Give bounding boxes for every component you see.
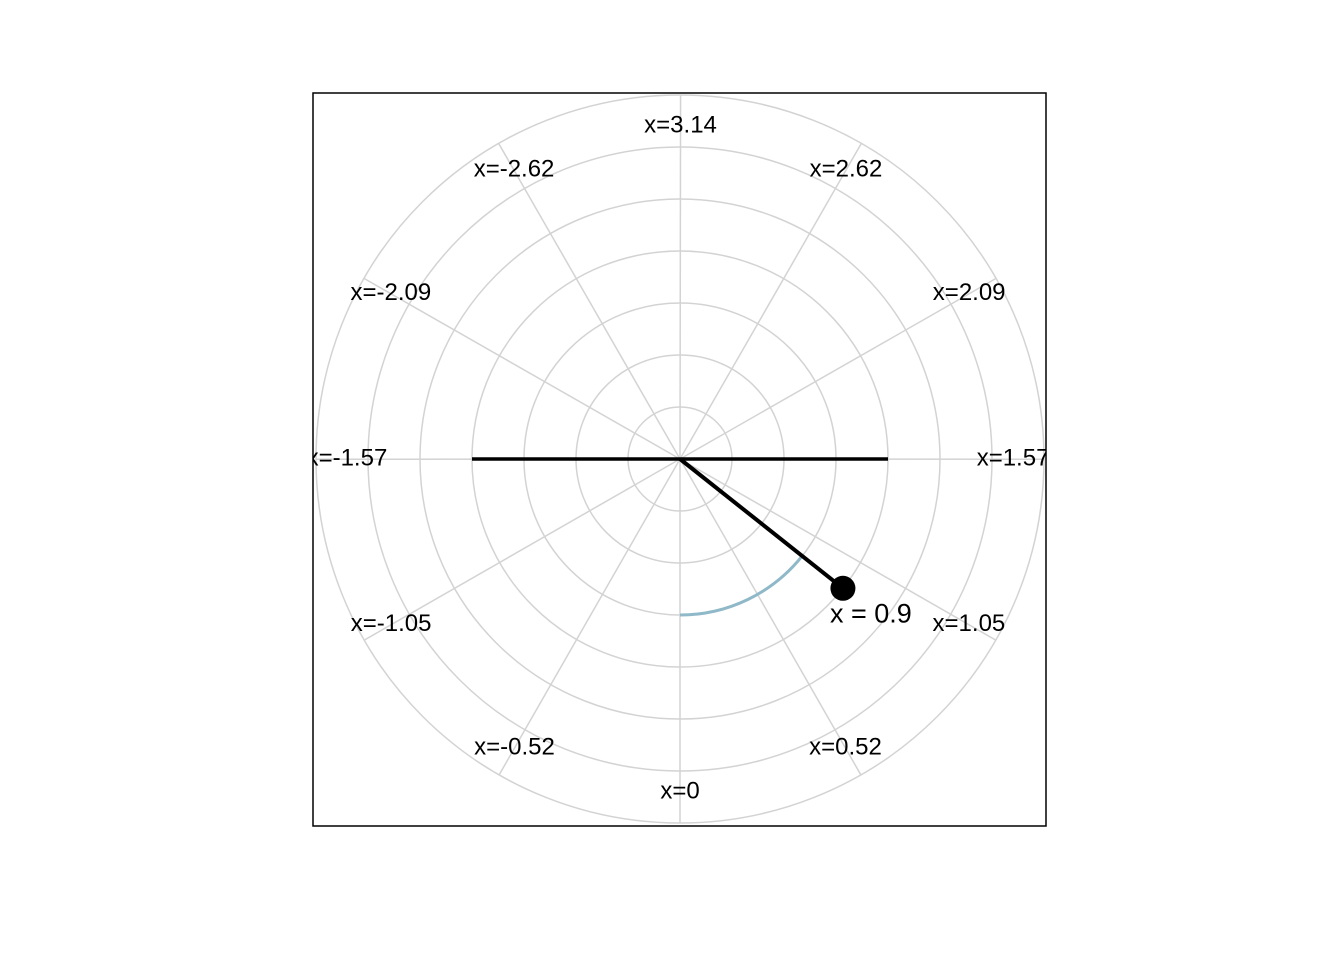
theta-tick-label: x=-1.57 <box>307 445 388 472</box>
grid-spoke <box>680 143 861 459</box>
pendulum-rod <box>680 459 843 588</box>
pendulum-bob <box>830 576 855 601</box>
theta-tick-label: x=2.62 <box>810 156 883 183</box>
theta-tick-label: x=-1.05 <box>351 610 432 637</box>
theta-tick-label: x=1.57 <box>977 445 1050 472</box>
theta-tick-label: x=0 <box>660 777 699 804</box>
theta-tick-label: x=2.09 <box>933 279 1006 306</box>
grid-spoke <box>499 459 680 775</box>
theta-tick-label: x=-2.62 <box>474 156 555 183</box>
theta-tick-label: x=1.05 <box>933 610 1006 637</box>
theta-tick-label: x=0.52 <box>809 733 882 760</box>
grid-spoke <box>680 95 681 459</box>
theta-tick-label: x=-0.52 <box>474 733 555 760</box>
pendulum-label: x = 0.9 <box>830 598 912 628</box>
theta-tick-label: x=3.14 <box>644 111 717 138</box>
grid-spoke <box>499 143 680 459</box>
theta-tick-label: x=-2.09 <box>350 279 431 306</box>
plot-area: x=0 x=0.52 x=1.05 x=1.57 x=2.09 x=2.62 x=3.14 x… <box>307 95 1050 823</box>
